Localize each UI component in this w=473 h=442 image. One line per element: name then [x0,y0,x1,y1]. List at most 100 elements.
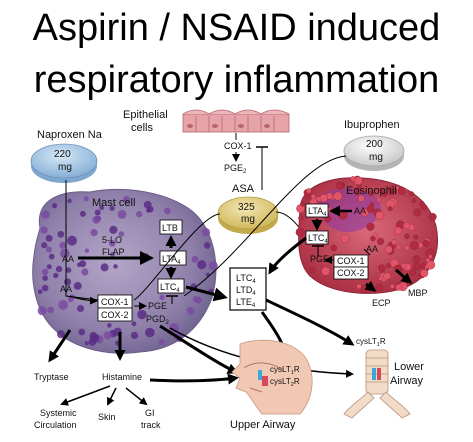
epithelial-label-2: cells [131,122,154,134]
eosinophil-granule [389,284,395,289]
eosinophil-granule [412,262,421,271]
mast-granule [76,262,82,268]
upper-cyslt2r: cysLT2R [270,377,300,388]
eosinophil-granule [321,266,330,276]
mbp-label: MBP [408,288,428,298]
eosinophil-granule [375,283,383,291]
mast-granule [37,289,43,295]
eosinophil-granule [380,188,386,193]
eosinophil-granule [383,272,391,280]
mast-ltc4: LTC4 [160,282,180,294]
histamine-to-upper-airway-arrow [149,373,239,385]
upper-cyslt1r: cysLT1R [270,365,300,376]
mast-granule [117,210,127,219]
ibuprofen-pill-icon [343,135,405,171]
mast-granule [45,246,52,253]
mast-granule [41,284,49,292]
gi-label-1: GI [145,408,155,418]
upper-airway-face-icon [231,339,313,415]
asa-inhibition-to-mast [133,213,221,301]
mast-granule [51,203,58,209]
eosinophil-granule [370,236,376,242]
naproxen-inhibition-line [65,180,99,301]
mast-granule [145,327,155,338]
mast-granule [107,323,112,328]
gi-label-2: track [141,420,161,430]
eosinophil-granule [360,208,369,217]
mast-granule [67,235,77,246]
ibuprofen-inhibition-line [183,155,347,297]
histamine-label: Histamine [102,372,142,382]
box-ltd4: LTD4 [236,285,256,297]
mast-granule [158,339,165,345]
ibuprofen-label: Ibuprophen [344,119,400,131]
eosinophil-granule [330,244,338,252]
eosinophil-granule [385,263,391,269]
eosinophil-granule [394,226,403,235]
mast-ltb: LTB [162,223,178,233]
eosinophil-granule [306,188,312,194]
eosinophil-granule [412,255,421,263]
mast-granule [113,264,118,269]
eosinophil-granule [357,194,365,202]
eosinophil-granule [395,283,403,291]
naproxen-unit: mg [58,162,72,173]
systemic-label-2: Circulation [34,420,77,430]
mast-granule [99,205,105,211]
mast-granule [40,226,48,234]
mast-granule [169,323,180,333]
eos-cox1: COX-1 [337,256,365,266]
title-line-2: respiratory inflammation [33,59,440,101]
eosinophil-granule [356,284,362,290]
eosinophil-granule [422,239,430,247]
ibuprofen-dose: 200 [366,139,383,150]
systemic-label-1: Systemic [40,408,77,418]
epithelial-cells-icon [182,109,290,133]
mast-cox2-box [97,307,133,322]
mast-granule [197,260,207,270]
lta4-box [159,250,187,266]
mast-granule [57,230,65,238]
mast-granule [67,198,72,203]
eosinophil-granule [428,212,437,221]
mast-granule [84,341,89,346]
mast-granule [81,268,89,276]
mast-granule [84,248,90,253]
box-to-lower-airway-arrow [265,298,355,346]
pgd2-to-upper-airway-arrow [159,324,239,374]
mast-lta4: LTA4 [162,254,181,266]
eosinophil-granule [426,260,436,270]
lower-airway-bronchi-icon [343,349,411,419]
histamine-to-skin-arrow [107,387,117,406]
ltb-box [159,219,183,235]
naproxen-dose: 220 [54,149,71,160]
mast-aa: AA [62,254,74,264]
eosinophil-granule [428,254,433,259]
lower-airway-label-1: Lower [394,361,424,373]
tryptase-label: Tryptase [34,372,69,382]
mast-ltc4-to-box-arrow [185,285,228,302]
mast-granule [53,272,59,279]
mast-granule [83,196,89,202]
mast-granule [42,275,48,282]
eosinophil-granule [425,257,431,263]
eosinophil-granule [396,245,401,250]
mast-granule [103,331,112,340]
ibuprofen-unit: mg [369,152,383,163]
mast-granule [94,209,101,216]
eos-ltc4-box [305,230,329,245]
box-ltc4: LTC4 [236,273,256,285]
mast-granule [59,241,67,249]
eosinophil-granule [409,241,419,250]
eosinophil-granule [350,176,356,182]
eosinophil-granule [335,181,344,190]
eos-aa-to-cox-line [363,248,371,256]
epithelial-label-1: Epithelial [123,109,168,121]
mast-granule [58,300,68,310]
eos-to-mbp-arrow [395,268,413,284]
eosinophil-granule [420,203,428,211]
mast-granule [79,210,86,217]
epithelial-cox1: COX-1 [224,141,252,151]
mast-granule [203,242,211,249]
mast-granule [90,229,98,237]
